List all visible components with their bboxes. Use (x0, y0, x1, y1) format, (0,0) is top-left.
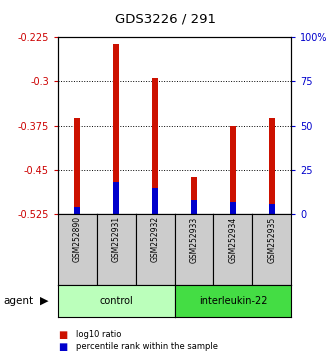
Text: ■: ■ (58, 342, 67, 352)
Text: agent: agent (3, 296, 33, 306)
Text: GSM252931: GSM252931 (112, 216, 121, 262)
Bar (230, 202, 236, 214)
Bar (113, 44, 119, 214)
Text: GSM252890: GSM252890 (73, 216, 82, 262)
Text: GSM252933: GSM252933 (190, 216, 199, 263)
Bar (113, 182, 119, 214)
Bar (230, 126, 236, 214)
Bar (74, 118, 80, 214)
Text: ▶: ▶ (40, 296, 49, 306)
Text: control: control (99, 296, 133, 306)
Text: percentile rank within the sample: percentile rank within the sample (76, 342, 218, 352)
Text: log10 ratio: log10 ratio (76, 330, 121, 339)
Bar (191, 177, 197, 214)
Text: ■: ■ (58, 330, 67, 339)
Text: GSM252934: GSM252934 (228, 216, 237, 263)
Text: GDS3226 / 291: GDS3226 / 291 (115, 12, 216, 25)
Bar (74, 207, 80, 214)
Text: interleukin-22: interleukin-22 (199, 296, 267, 306)
Bar (269, 118, 275, 214)
Bar (269, 204, 275, 214)
Bar (152, 188, 158, 214)
Bar (152, 79, 158, 214)
Text: GSM252935: GSM252935 (267, 216, 276, 263)
Bar (191, 200, 197, 214)
Text: GSM252932: GSM252932 (151, 216, 160, 262)
